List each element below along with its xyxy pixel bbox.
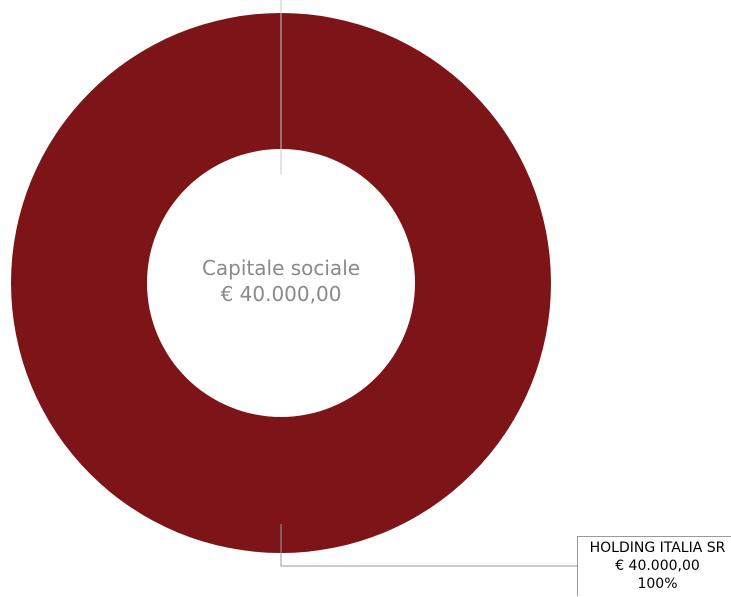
slices-layer [11,13,551,553]
slice-label-percent: 100% [637,576,678,592]
center-label: Capitale sociale € 40.000,00 [146,255,416,307]
center-title: Capitale sociale [201,256,361,280]
donut-slice-holding-italia-srl[interactable] [11,13,551,553]
slice-label-name: HOLDING ITALIA SR [589,540,726,556]
slice-callout: HOLDING ITALIA SR € 40.000,00 100% [577,536,731,596]
center-value: € 40.000,00 [220,282,342,306]
slice-leader-line [280,524,578,567]
leader-lines-layer [280,0,578,567]
slice-label-value: € 40.000,00 [615,558,700,574]
